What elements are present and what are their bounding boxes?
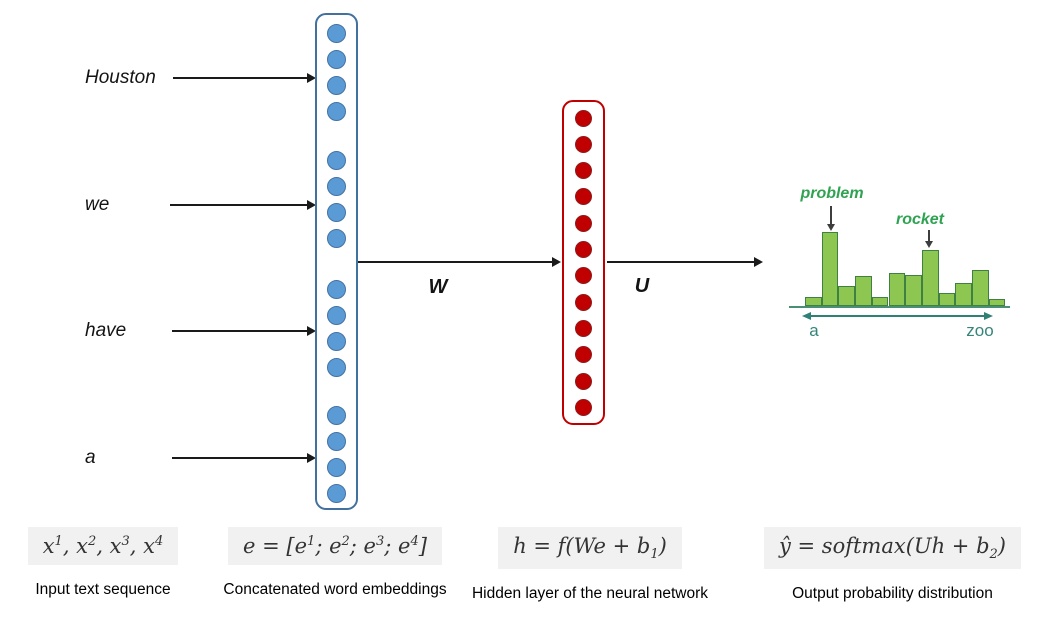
embedding-neuron (327, 431, 346, 451)
input-word: we (85, 194, 110, 215)
caption-output: Output probability distribution (792, 585, 993, 603)
embedding-neuron (327, 228, 346, 248)
probability-bar (955, 283, 972, 306)
hidden-neuron (575, 135, 592, 153)
formula-column-hidden: h = f(We + b1) Hidden layer of the neura… (470, 527, 710, 603)
embedding-neuron (327, 457, 346, 477)
word-arrow (172, 326, 316, 336)
probability-bar (888, 273, 906, 306)
hidden-neuron (575, 109, 592, 127)
embedding-neuron (327, 357, 346, 377)
hidden-neuron (575, 293, 592, 311)
vocab-range-arrowhead-left-icon (802, 312, 811, 320)
embedding-neuron (327, 331, 346, 351)
probability-bar (921, 250, 939, 306)
annotation-problem-arrowhead-icon (826, 224, 835, 231)
embedding-neuron (327, 405, 346, 425)
hidden-neuron (575, 267, 592, 285)
formula-output: ŷ = softmax(Uh + b2) (763, 527, 1021, 570)
probability-bar (805, 297, 822, 306)
probability-bar (838, 286, 856, 306)
probability-bar (905, 275, 922, 306)
annotation-rocket-label: rocket (895, 211, 945, 228)
weight-U-label: U (634, 275, 650, 297)
annotation-problem-label: problem (800, 185, 864, 202)
hidden-neuron (575, 319, 592, 337)
embedding-neuron (327, 101, 346, 121)
weight-U-arrow (607, 257, 763, 267)
hidden-neuron (575, 188, 592, 206)
embedding-neuron (327, 75, 346, 95)
vocab-range-arrow (810, 315, 984, 317)
annotation-problem-arrow (830, 206, 832, 224)
formula-column-input: x1, x2, x3, x4 Input text sequence (8, 527, 198, 599)
embedding-neuron (327, 23, 346, 43)
formula-hidden: h = f(We + b1) (498, 527, 682, 570)
formula-input: x1, x2, x3, x4 (27, 527, 179, 565)
axis-start-label: a (809, 321, 819, 340)
probability-bar (938, 293, 956, 306)
embedding-neuron (327, 150, 346, 170)
axis-end-label: zoo (966, 321, 994, 340)
hidden-neuron (575, 398, 592, 416)
embedding-neuron (327, 305, 346, 325)
weight-W-arrow (358, 257, 561, 267)
embedding-neuron (327, 202, 346, 222)
hidden-neuron (575, 162, 592, 180)
input-word: Houston (85, 67, 156, 88)
embedding-neuron (327, 49, 346, 69)
hidden-neuron (575, 372, 592, 390)
embedding-neuron (327, 176, 346, 196)
histogram-baseline (789, 306, 1010, 309)
caption-input: Input text sequence (35, 581, 171, 598)
hidden-neuron (575, 346, 592, 364)
formula-column-embeddings: e = [e1; e2; e3; e4] Concatenated word e… (210, 527, 460, 599)
embedding-layer-box (315, 13, 358, 510)
probability-bar (972, 270, 989, 306)
word-arrow (172, 453, 316, 463)
embedding-neuron (327, 483, 346, 503)
annotation-rocket-arrow (928, 230, 930, 241)
input-word: a (85, 447, 96, 468)
probability-bar (988, 299, 1006, 306)
weight-W-label: W (428, 276, 448, 298)
formula-embeddings: e = [e1; e2; e3; e4] (228, 527, 442, 565)
input-word: have (85, 320, 127, 341)
probability-bar (821, 232, 839, 306)
annotation-rocket-arrowhead-icon (924, 241, 933, 248)
vocab-range-arrowhead-right-icon (984, 312, 993, 320)
word-arrow (173, 73, 316, 83)
hidden-neuron (575, 241, 592, 258)
word-arrow (170, 200, 316, 210)
hidden-neuron (575, 214, 592, 232)
probability-bar (871, 297, 889, 306)
formula-column-output: ŷ = softmax(Uh + b2) Output probability … (740, 527, 1045, 603)
embedding-neuron (327, 279, 346, 299)
hidden-layer-box (562, 100, 605, 425)
caption-embeddings: Concatenated word embeddings (223, 581, 447, 598)
probability-bar (855, 276, 872, 306)
caption-hidden: Hidden layer of the neural network (471, 585, 709, 603)
